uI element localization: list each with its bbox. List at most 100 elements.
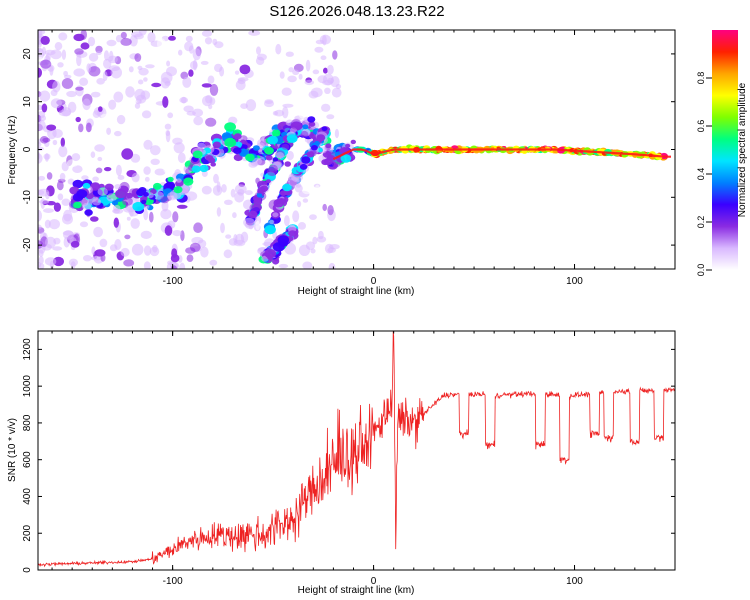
spectrogram-blob [131, 172, 140, 183]
spectrogram-blob [134, 197, 140, 202]
spectrogram-blob [129, 35, 138, 47]
snr-x-tick-label: -100 [163, 576, 183, 587]
spectrogram-blob [312, 69, 320, 75]
spectrogram-blob [233, 133, 242, 140]
spectrogram-blob [209, 83, 219, 96]
spectrogram-blob [256, 193, 263, 198]
spectrogram-blob [68, 258, 78, 267]
spectrogram-blob [95, 51, 102, 56]
spectrogram-blob [324, 87, 331, 95]
spectrogram-blob [120, 247, 130, 257]
spectrogram-blob [42, 137, 51, 143]
spectrogram-blob [130, 153, 141, 163]
spectrogram-blob [92, 198, 102, 206]
spectrogram-blob [273, 198, 285, 208]
spectrogram-blob [334, 128, 339, 139]
spectrogram-blob [117, 175, 125, 180]
spectrogram-blob [321, 159, 329, 166]
spectrogram-blob [238, 32, 245, 39]
spectrogram-blob [72, 165, 83, 174]
spectrogram-blob [126, 216, 131, 221]
spectrogram-blob [61, 49, 67, 60]
spectrogram-blob [221, 184, 227, 193]
spectrogram-blob [82, 98, 91, 111]
spectrogram-blob [80, 42, 90, 50]
spectrogram-blob [136, 189, 146, 197]
colorbar-ticks: 0.0 0.2 0.4 0.6 0.8 [696, 72, 712, 276]
spectrogram-blob [134, 88, 146, 101]
spectrogram-blob [197, 142, 206, 150]
spectrogram-blob [324, 243, 334, 254]
spectrogram-blob [80, 30, 87, 40]
spectrogram-blob [182, 76, 192, 88]
spectrogram-blob [40, 59, 52, 69]
spectrogram-blob [38, 67, 42, 78]
snr-y-tick-label: 1200 [22, 338, 33, 361]
spectrogram-blob [294, 184, 303, 193]
spectrogram-blob [92, 176, 99, 182]
spectrogram-blob [321, 103, 331, 112]
spectrogram-blob [316, 134, 326, 142]
spectrogram-blob [208, 104, 213, 110]
spectrogram-blob [255, 56, 265, 66]
spectrogram-blob [50, 89, 58, 97]
spectrogram-y-tick-label: 20 [22, 48, 33, 60]
spectrogram-blob [275, 43, 282, 55]
spectrogram-blob [219, 66, 225, 77]
spectrogram-blob [192, 48, 201, 61]
spectrogram-blob [170, 254, 180, 263]
spectrogram-y-label: Frequency (Hz) [7, 116, 18, 185]
spectrogram-blob [108, 99, 117, 110]
figure-title: S126.2026.048.13.23.R22 [269, 3, 444, 20]
spectrogram-blob [167, 112, 174, 119]
spectrogram-blob [63, 230, 74, 240]
spectrogram-blob [186, 110, 196, 116]
spectrogram-blob [141, 199, 147, 205]
spectrogram-blob [113, 204, 121, 211]
spectrogram-blob [43, 208, 54, 214]
spectrogram-blob [100, 113, 111, 120]
spectrogram-blob [167, 192, 178, 201]
spectrogram-blob [153, 182, 162, 190]
spectrogram-blob [252, 157, 262, 166]
spectrogram-blob [74, 48, 84, 55]
spectrogram-blob [143, 245, 152, 256]
spectrogram-blob [176, 204, 188, 209]
spectrogram-blob [315, 39, 325, 45]
spectrogram-blob [201, 185, 212, 195]
snr-panel: 0 200 400 600 800 1000 1200 -100 0 100 Height of… [7, 330, 676, 596]
spectrogram-blob [79, 77, 89, 87]
spectrogram-y-tick-label: 0 [22, 146, 33, 152]
spectrogram-blob [260, 185, 269, 192]
spectrogram-blob [38, 142, 42, 147]
spectrogram-blob [207, 75, 215, 84]
snr-y-tick-label: 0 [22, 567, 33, 573]
spectrogram-blob [45, 236, 56, 249]
spectrogram-blob [71, 153, 81, 162]
colorbar-tick-label: 0.4 [696, 168, 706, 181]
spectrogram-blob [81, 175, 89, 180]
spectrogram-blob [201, 30, 213, 37]
spectrogram-blob [38, 153, 43, 164]
spectrogram-blob [245, 99, 257, 112]
spectrogram-blob [149, 211, 154, 223]
spectrogram-blob [46, 172, 53, 180]
spectrogram-blob [345, 143, 351, 148]
spectrogram-blob [234, 184, 247, 195]
spectrogram-blob [124, 234, 131, 240]
spectrogram-blob [245, 190, 253, 196]
spectrogram-blob [248, 210, 258, 219]
spectrogram-blob [63, 70, 68, 77]
spectrogram-blob [59, 172, 66, 181]
spectrogram-blob [160, 208, 172, 220]
spectrogram-blob [114, 184, 122, 190]
spectrogram-blob [297, 200, 302, 208]
spectrogram-blob [121, 148, 134, 160]
spectrogram-blob [103, 58, 112, 69]
spectrogram-blob [199, 164, 209, 173]
spectrogram-blob [132, 201, 145, 212]
spectrogram-blob [39, 90, 51, 102]
spectrogram-blob [193, 116, 204, 126]
colorbar-ramp [712, 30, 738, 270]
